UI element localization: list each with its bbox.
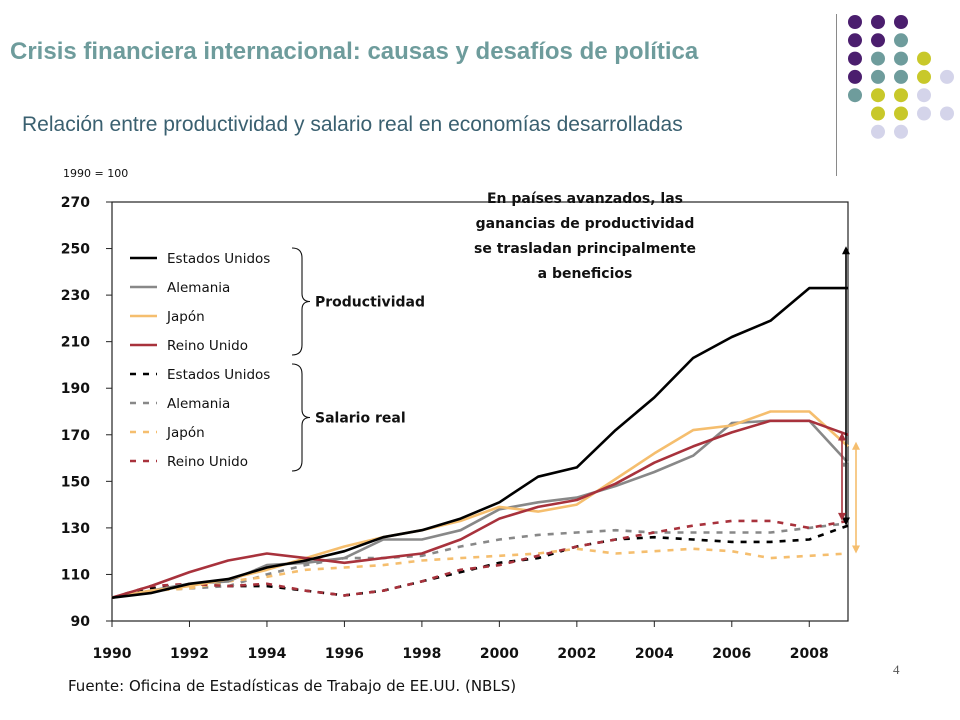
x-tick-label: 2006: [712, 646, 751, 662]
legend-group-brace: [291, 363, 311, 472]
y-tick-label: 210: [61, 335, 90, 351]
japan-gap-arrow-head: [852, 545, 860, 554]
x-tick-label: 1994: [247, 646, 286, 662]
legend-label: Estados Unidos: [167, 251, 270, 267]
legend-group-brace: [291, 247, 311, 356]
y-tick-label: 270: [61, 195, 90, 211]
x-tick-label: 1990: [93, 646, 132, 662]
salario-real-line: [111, 521, 849, 599]
x-tick-label: 2000: [480, 646, 519, 662]
salario-real-line: [111, 519, 849, 599]
chart-annotation-line: se trasladan principalmente: [474, 241, 696, 257]
productividad-line: [111, 419, 849, 599]
legend-group-label: Salario real: [315, 411, 406, 427]
us-gap-arrow-head: [842, 517, 850, 526]
y-tick-label: 150: [61, 474, 90, 490]
x-tick-label: 2002: [557, 646, 596, 662]
uk-gap-arrow-head: [838, 432, 846, 441]
y-axis-unit-label: 1990 = 100: [63, 167, 128, 180]
y-tick-label: 250: [61, 242, 90, 258]
japan-gap-arrow-head: [852, 441, 860, 450]
chart-subtitle: Relación entre productividad y salario r…: [22, 113, 683, 136]
us-gap-arrow-head: [842, 246, 850, 255]
y-tick-label: 90: [71, 614, 91, 630]
salario-real-line: [111, 547, 849, 599]
legend-label: Alemania: [167, 280, 230, 296]
legend-label: Japón: [166, 425, 205, 441]
chart-annotation-line: a beneficios: [538, 266, 633, 282]
chart-annotation-line: ganancias de productividad: [476, 216, 695, 232]
productividad-line: [111, 286, 848, 599]
legend-group-label: Productividad: [315, 295, 425, 311]
legend-label: Alemania: [167, 396, 230, 412]
y-tick-label: 230: [61, 288, 90, 304]
uk-gap-arrow-head: [838, 512, 846, 521]
page-number: 4: [893, 662, 900, 677]
chart-annotation-line: En países avanzados, las: [487, 191, 683, 207]
y-tick-label: 110: [61, 567, 90, 583]
source-note: Fuente: Oficina de Estadísticas de Traba…: [68, 677, 517, 695]
productividad-line: [111, 410, 849, 599]
legend-label: Reino Unido: [167, 454, 248, 470]
plot-area-frame: [111, 201, 849, 622]
x-tick-label: 1998: [402, 646, 441, 662]
x-tick-label: 1996: [325, 646, 364, 662]
legend-label: Japón: [166, 309, 205, 325]
y-tick-label: 130: [61, 521, 90, 537]
y-tick-label: 170: [61, 428, 90, 444]
x-tick-label: 2008: [790, 646, 829, 662]
y-tick-label: 190: [61, 381, 90, 397]
legend-label: Estados Unidos: [167, 367, 270, 383]
x-tick-label: 2004: [635, 646, 674, 662]
slide-title: Crisis financiera internacional: causas …: [10, 38, 699, 65]
legend-label: Reino Unido: [167, 338, 248, 354]
header-divider: [836, 14, 837, 176]
x-tick-label: 1992: [170, 646, 209, 662]
